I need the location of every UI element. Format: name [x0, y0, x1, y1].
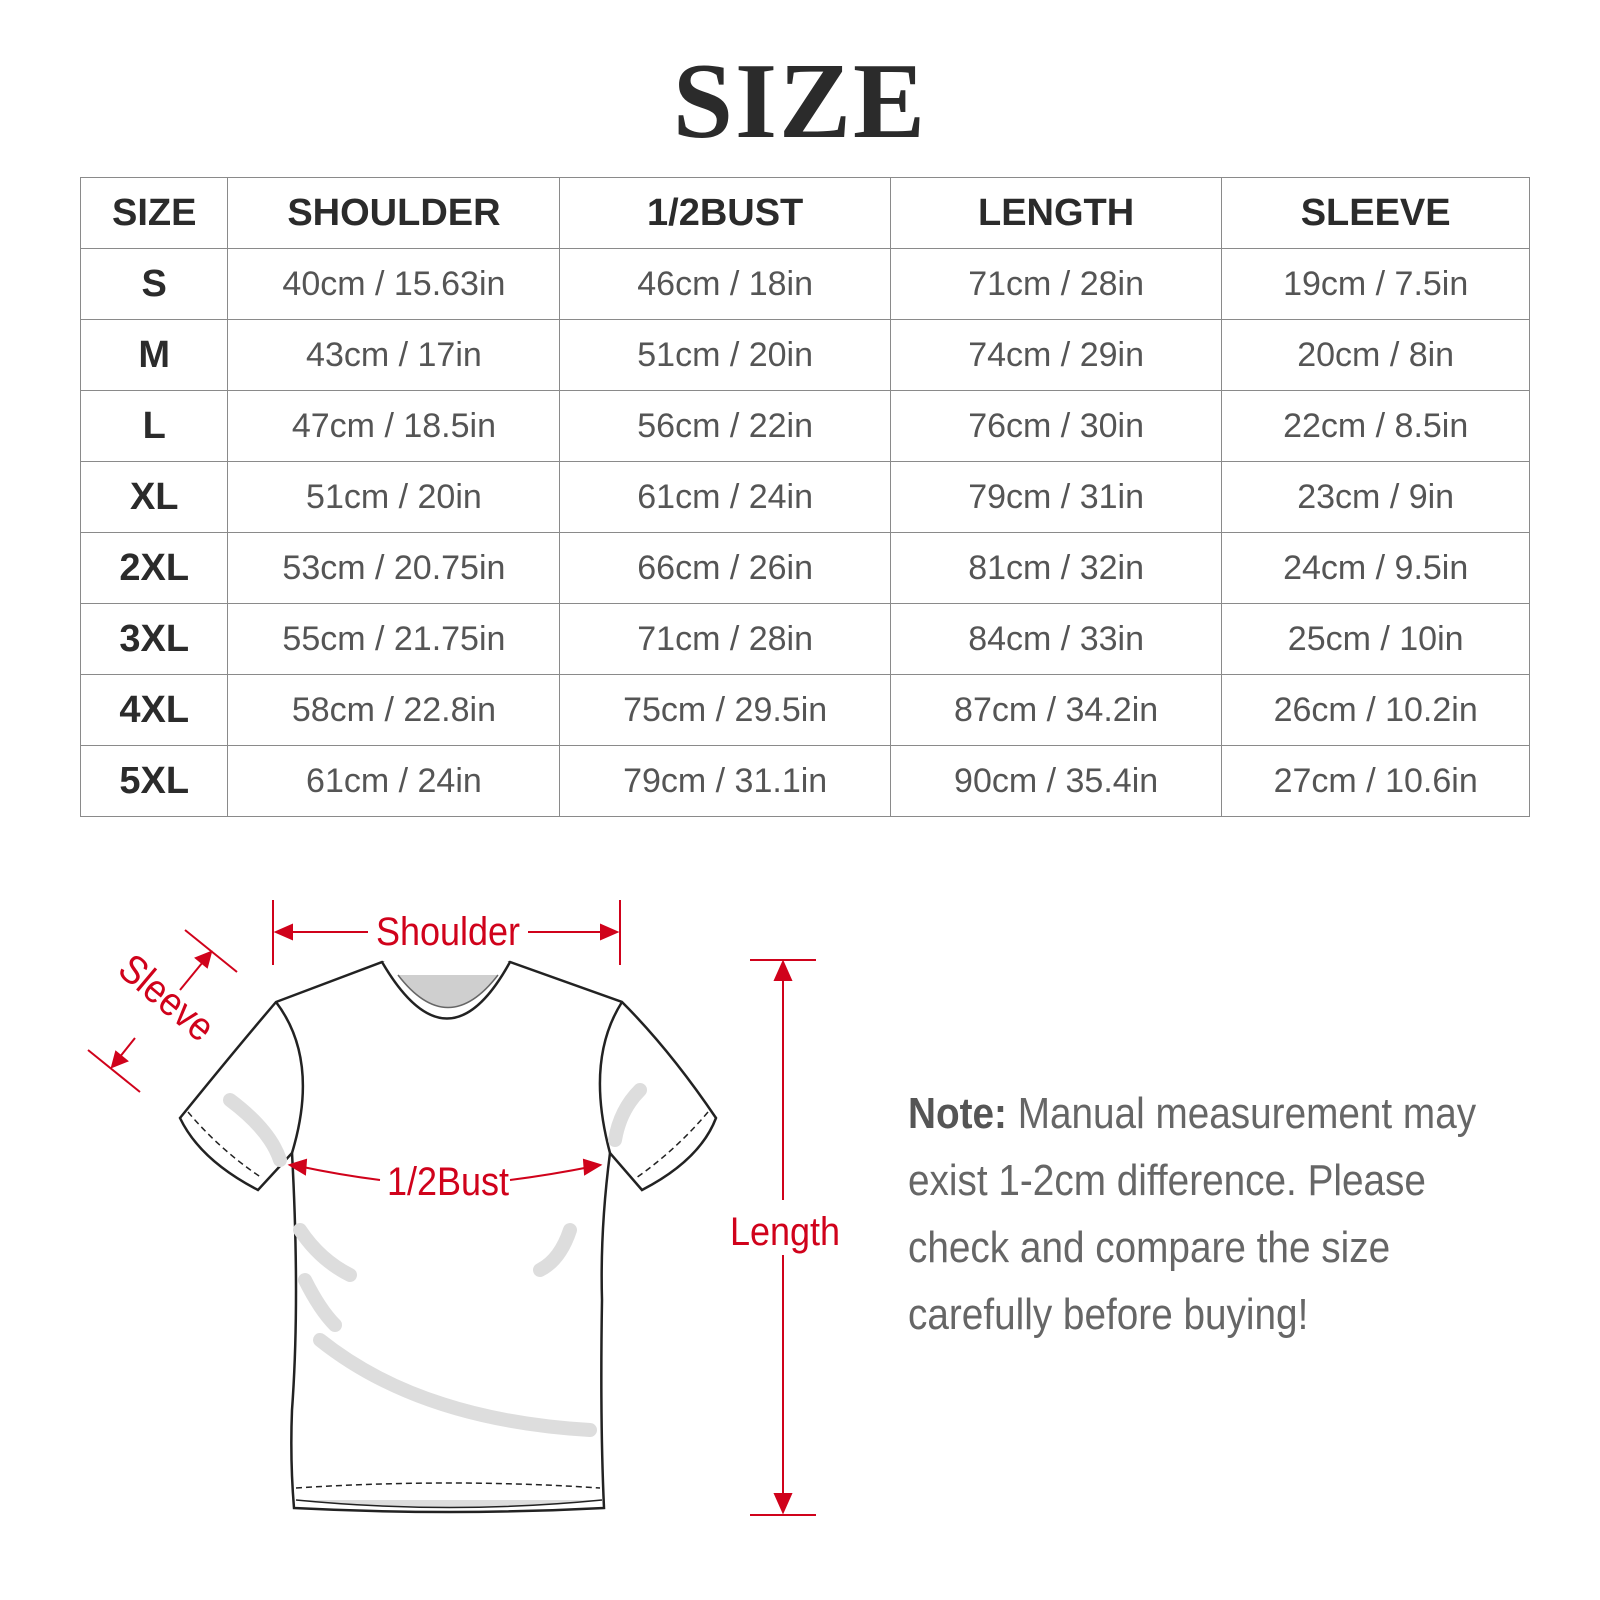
- measurement-cell: 53cm / 20.75in: [227, 532, 561, 604]
- column-header: LENGTH: [889, 177, 1223, 249]
- size-cell: 3XL: [79, 603, 229, 675]
- measurement-cell: 81cm / 32in: [889, 532, 1223, 604]
- t-shirt-diagram: Shoulder Sleeve 1/2Bust Length: [87, 900, 840, 1516]
- size-cell: 5XL: [79, 745, 229, 817]
- size-cell: L: [79, 390, 229, 462]
- measurement-cell: 51cm / 20in: [559, 319, 891, 391]
- page-title: SIZE: [672, 42, 928, 161]
- size-cell: 4XL: [79, 674, 229, 746]
- measurement-cell: 74cm / 29in: [889, 319, 1223, 391]
- table-header: SIZE SHOULDER 1/2BUST LENGTH SLEEVE: [79, 177, 1530, 249]
- measurement-cell: 79cm / 31in: [889, 461, 1223, 533]
- size-cell: 2XL: [79, 532, 229, 604]
- table-row: L 47cm / 18.5in 56cm / 22in 76cm / 30in 22cm…: [79, 390, 1530, 462]
- measurement-cell: 19cm / 7.5in: [1221, 248, 1530, 320]
- measurement-cell: 84cm / 33in: [889, 603, 1223, 675]
- measurement-cell: 56cm / 22in: [559, 390, 891, 462]
- table-row: 5XL 61cm / 24in 79cm / 31.1in 90cm / 35.4in…: [79, 745, 1530, 817]
- table-row: M 43cm / 17in 51cm / 20in 74cm / 29in 20cm /…: [79, 319, 1530, 391]
- measurement-cell: 27cm / 10.6in: [1221, 745, 1530, 817]
- measurement-cell: 76cm / 30in: [889, 390, 1223, 462]
- column-header: SLEEVE: [1221, 177, 1530, 249]
- measurement-cell: 79cm / 31.1in: [559, 745, 891, 817]
- t-shirt-icon: [178, 960, 718, 1514]
- measurement-cell: 46cm / 18in: [559, 248, 891, 320]
- note-text: Note: Manual measurement may exist 1-2cm…: [908, 1080, 1524, 1348]
- measurement-cell: 61cm / 24in: [227, 745, 561, 817]
- measurement-cell: 75cm / 29.5in: [559, 674, 891, 746]
- bust-label: 1/2Bust: [387, 1160, 509, 1204]
- measurement-cell: 43cm / 17in: [227, 319, 561, 391]
- measurement-cell: 24cm / 9.5in: [1221, 532, 1530, 604]
- measurement-cell: 20cm / 8in: [1221, 319, 1530, 391]
- measurement-annotations: [87, 900, 816, 1516]
- measurement-cell: 51cm / 20in: [227, 461, 561, 533]
- measurement-cell: 66cm / 26in: [559, 532, 891, 604]
- table-row: 4XL 58cm / 22.8in 75cm / 29.5in 87cm / 34.2…: [79, 674, 1530, 746]
- measurement-cell: 71cm / 28in: [889, 248, 1223, 320]
- measurement-cell: 22cm / 8.5in: [1221, 390, 1530, 462]
- measurement-cell: 47cm / 18.5in: [227, 390, 561, 462]
- measurement-cell: 87cm / 34.2in: [889, 674, 1223, 746]
- measurement-cell: 71cm / 28in: [559, 603, 891, 675]
- measurement-cell: 58cm / 22.8in: [227, 674, 561, 746]
- note-label: Note:: [908, 1089, 1007, 1138]
- size-table: SIZE SHOULDER 1/2BUST LENGTH SLEEVE S 40cm / …: [79, 177, 1530, 817]
- size-cell: XL: [79, 461, 229, 533]
- column-header: 1/2BUST: [559, 177, 891, 249]
- length-label: Length: [730, 1210, 840, 1254]
- measurement-cell: 61cm / 24in: [559, 461, 891, 533]
- measurement-cell: 23cm / 9in: [1221, 461, 1530, 533]
- note-body: Manual measurement may exist 1-2cm diffe…: [908, 1089, 1477, 1339]
- measurement-cell: 55cm / 21.75in: [227, 603, 561, 675]
- size-cell: S: [79, 248, 229, 320]
- measurement-cell: 90cm / 35.4in: [889, 745, 1223, 817]
- measurement-cell: 40cm / 15.63in: [227, 248, 561, 320]
- column-header: SHOULDER: [227, 177, 561, 249]
- table-row: 2XL 53cm / 20.75in 66cm / 26in 81cm / 32in 2…: [79, 532, 1530, 604]
- measurement-cell: 25cm / 10in: [1221, 603, 1530, 675]
- table-row: 3XL 55cm / 21.75in 71cm / 28in 84cm / 33in 2…: [79, 603, 1530, 675]
- table-row: S 40cm / 15.63in 46cm / 18in 71cm / 28in 19c…: [79, 248, 1530, 320]
- size-cell: M: [79, 319, 229, 391]
- shoulder-label: Shoulder: [376, 910, 520, 954]
- table-body: S 40cm / 15.63in 46cm / 18in 71cm / 28in 19c…: [79, 248, 1530, 817]
- table-row: XL 51cm / 20in 61cm / 24in 79cm / 31in 23cm …: [79, 461, 1530, 533]
- measurement-cell: 26cm / 10.2in: [1221, 674, 1530, 746]
- column-header: SIZE: [79, 177, 229, 249]
